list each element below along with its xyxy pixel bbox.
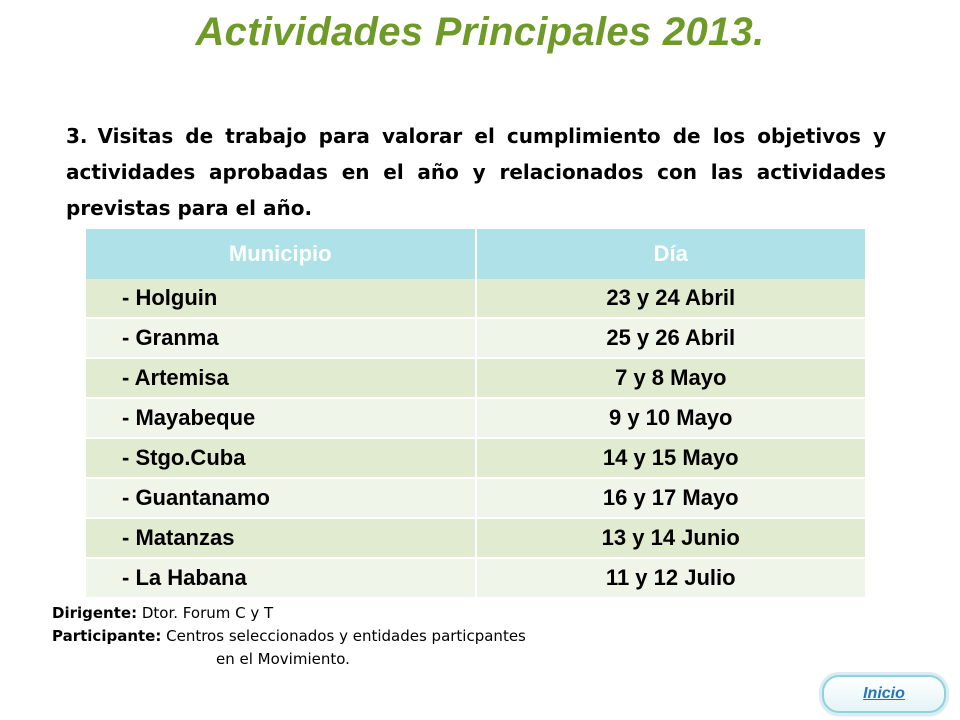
municipio-cell: - Mayabeque	[86, 398, 477, 439]
inicio-button[interactable]: Inicio	[822, 675, 946, 713]
municipio-cell: - Stgo.Cuba	[86, 438, 477, 479]
intro-text: Visitas de trabajo para valorar el cumpl…	[66, 124, 886, 220]
dia-cell: 16 y 17 Mayo	[475, 478, 865, 519]
table-row: - Granma 25 y 26 Abril	[86, 318, 865, 359]
dia-cell: 14 y 15 Mayo	[475, 438, 865, 479]
table-row: - La Habana 11 y 12 Julio	[86, 558, 865, 599]
dirigente-line: Dirigente: Dtor. Forum C y T	[52, 602, 526, 625]
table-row: - Holguin 23 y 24 Abril	[86, 279, 865, 319]
municipio-cell: - La Habana	[86, 558, 477, 599]
table-row: - Guantanamo 16 y 17 Mayo	[86, 478, 865, 519]
table-row: - Matanzas 13 y 14 Junio	[86, 518, 865, 559]
intro-paragraph: 3. Visitas de trabajo para valorar el cum…	[66, 118, 886, 226]
municipio-cell: - Granma	[86, 318, 477, 359]
dia-cell: 9 y 10 Mayo	[475, 398, 865, 439]
table-header-row: Municipio Día	[86, 229, 865, 279]
schedule-table: Municipio Día - Holguin 23 y 24 Abril - …	[86, 229, 865, 599]
intro-number: 3.	[66, 124, 88, 148]
table-row: - Stgo.Cuba 14 y 15 Mayo	[86, 438, 865, 479]
municipio-cell: - Artemisa	[86, 358, 477, 399]
footer-info: Dirigente: Dtor. Forum C y T Participant…	[52, 602, 526, 671]
participante-label: Participante:	[52, 627, 162, 645]
table-row: - Artemisa 7 y 8 Mayo	[86, 358, 865, 399]
participante-continuation: en el Movimiento.	[216, 650, 350, 668]
dirigente-label: Dirigente:	[52, 604, 138, 622]
schedule-table-container: Municipio Día - Holguin 23 y 24 Abril - …	[86, 229, 865, 599]
header-dia: Día	[475, 229, 865, 279]
dia-cell: 11 y 12 Julio	[475, 558, 865, 599]
dia-cell: 23 y 24 Abril	[475, 279, 865, 319]
table-row: - Mayabeque 9 y 10 Mayo	[86, 398, 865, 439]
page-title: Actividades Principales 2013.	[195, 10, 765, 54]
municipio-cell: - Guantanamo	[86, 478, 477, 519]
participante-value: Centros seleccionados y entidades partic…	[166, 627, 526, 645]
dirigente-value: Dtor. Forum C y T	[141, 604, 274, 622]
municipio-cell: - Matanzas	[86, 518, 477, 559]
dia-cell: 13 y 14 Junio	[475, 518, 865, 559]
municipio-cell: - Holguin	[86, 279, 477, 319]
header-municipio: Municipio	[86, 229, 477, 279]
participante-line: Participante: Centros seleccionados y en…	[52, 625, 526, 648]
dia-cell: 25 y 26 Abril	[475, 318, 865, 359]
dia-cell: 7 y 8 Mayo	[475, 358, 865, 399]
